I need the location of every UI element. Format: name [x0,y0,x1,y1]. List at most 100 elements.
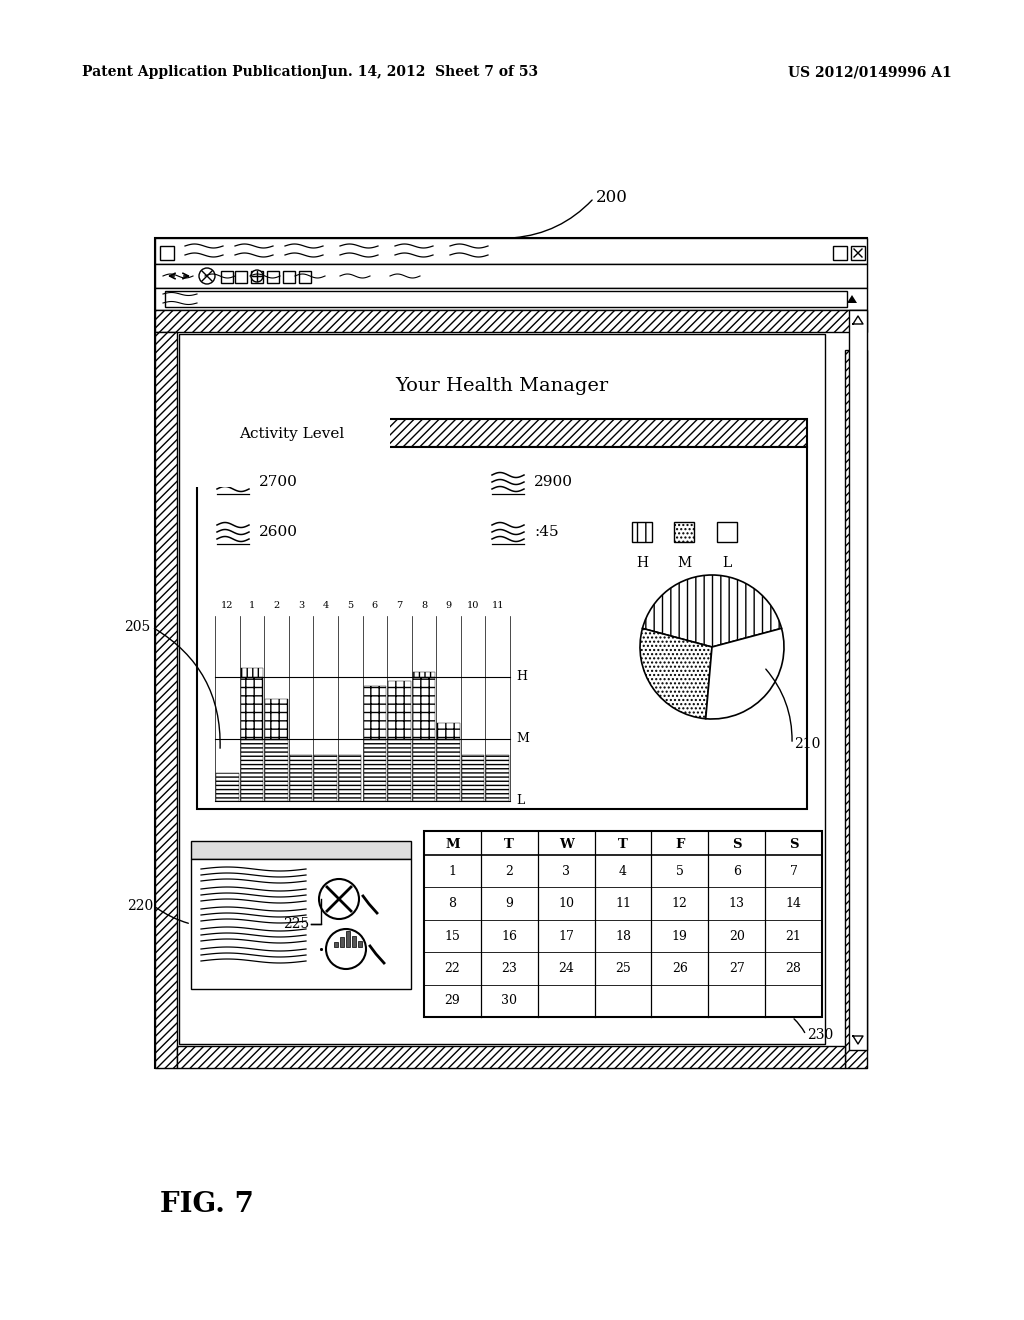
Bar [290,755,312,801]
Text: 29: 29 [444,994,461,1007]
Text: 2: 2 [273,601,280,610]
Text: 210: 210 [794,737,820,751]
Text: 1: 1 [249,601,255,610]
Bar [241,677,263,739]
Text: 30: 30 [502,994,517,1007]
Wedge shape [642,576,781,647]
Bar [352,936,356,946]
Text: 2700: 2700 [259,475,298,488]
Bar [413,739,435,801]
Text: 5: 5 [347,601,353,610]
Bar [339,755,361,801]
Bar [388,739,411,801]
Bar [851,246,865,260]
Text: 5: 5 [676,865,684,878]
Text: H: H [636,556,648,570]
Bar [413,672,435,677]
Bar [155,288,867,310]
Text: 23: 23 [502,962,517,975]
Text: T: T [505,838,514,851]
Text: F: F [675,838,685,851]
Bar [155,238,867,1068]
Circle shape [319,879,359,919]
Text: 2600: 2600 [259,525,298,539]
Text: 9: 9 [506,898,513,909]
Text: Patent Application Publication: Patent Application Publication [82,65,322,79]
Text: 3: 3 [562,865,570,878]
Text: :45: :45 [534,525,559,539]
Bar [437,739,460,801]
Text: 12: 12 [672,898,688,909]
Bar [424,832,822,1016]
Text: FIG. 7: FIG. 7 [160,1192,254,1218]
Bar [191,859,411,989]
Bar [717,521,737,543]
Bar [462,755,484,801]
Text: 225: 225 [283,917,309,931]
Text: 10: 10 [467,601,479,610]
Text: 2: 2 [506,865,513,878]
Bar [241,668,263,677]
Text: 11: 11 [492,601,504,610]
Text: 2900: 2900 [534,475,573,488]
Bar [221,271,233,282]
Bar [265,739,288,801]
Bar [177,1045,845,1068]
Bar [849,310,867,1049]
Text: 205: 205 [124,620,151,634]
Bar [251,271,263,282]
Text: 17: 17 [558,929,574,942]
Bar [160,246,174,260]
Bar [165,290,847,308]
Bar [179,334,825,1044]
Text: 10: 10 [558,898,574,909]
Bar [283,271,295,282]
Text: 6: 6 [733,865,740,878]
Text: S: S [788,838,799,851]
Text: 3: 3 [298,601,304,610]
Bar [346,931,350,946]
Text: 13: 13 [729,898,744,909]
Text: W: W [559,838,573,851]
Polygon shape [847,294,857,304]
Bar [364,739,386,801]
Text: 9: 9 [445,601,452,610]
Bar [155,333,177,1068]
Text: Jun. 14, 2012  Sheet 7 of 53: Jun. 14, 2012 Sheet 7 of 53 [322,65,539,79]
Bar [216,774,239,801]
Circle shape [251,271,263,282]
Text: US 2012/0149996 A1: US 2012/0149996 A1 [788,65,952,79]
Bar [334,942,338,946]
Text: 8: 8 [449,898,457,909]
Text: 21: 21 [785,929,802,942]
Bar [674,521,694,543]
Text: 26: 26 [672,962,688,975]
Text: 7: 7 [790,865,798,878]
Wedge shape [640,628,712,718]
Text: 14: 14 [785,898,802,909]
Text: 12: 12 [221,601,233,610]
Text: 4: 4 [323,601,329,610]
Text: 11: 11 [615,898,631,909]
Bar [632,521,652,543]
Text: M: M [516,733,528,746]
Text: 4: 4 [618,865,627,878]
Text: M: M [677,556,691,570]
Text: T: T [618,838,628,851]
Text: Activity Level: Activity Level [240,426,345,441]
Bar [437,723,460,739]
Text: M: M [445,838,460,851]
Text: 19: 19 [672,929,688,942]
Bar [241,739,263,801]
Bar [191,841,411,859]
Bar [486,755,509,801]
Text: L: L [722,556,731,570]
Text: 6: 6 [372,601,378,610]
Text: S: S [732,838,741,851]
Bar [833,246,847,260]
Text: H: H [516,671,527,684]
Bar [388,681,411,739]
Bar [155,238,867,264]
Bar [155,310,867,333]
Bar [197,447,807,809]
